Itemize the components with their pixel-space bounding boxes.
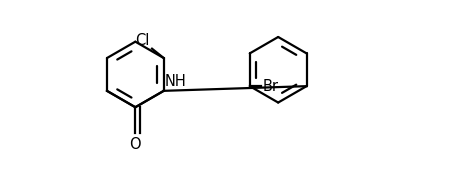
Text: NH: NH (165, 73, 187, 88)
Text: Cl: Cl (135, 33, 150, 47)
Text: Br: Br (262, 79, 278, 94)
Text: O: O (130, 136, 141, 152)
